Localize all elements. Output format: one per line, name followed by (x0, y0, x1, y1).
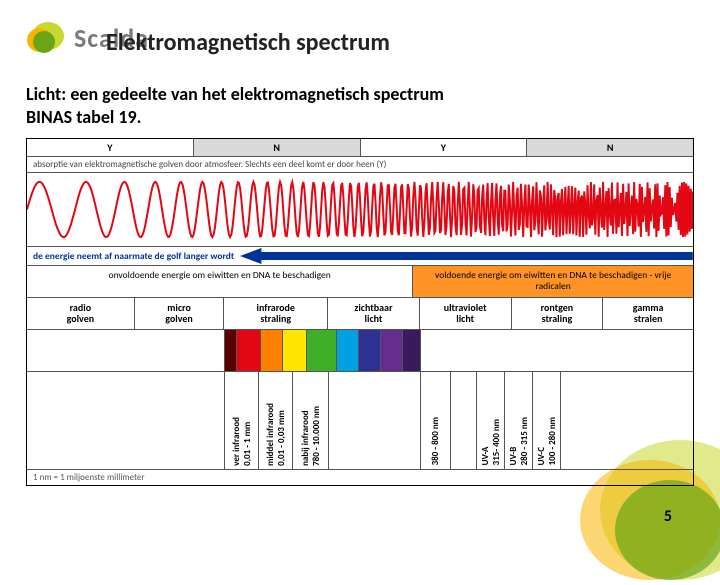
detail-col: ver infrarood0,01 - 1 mm (225, 372, 259, 469)
detail-label: UV-C100 - 280 nm (535, 414, 559, 468)
spectrum-diagram: Y N Y N absorptie van elektromagnetische… (26, 138, 694, 486)
damage-low: onvoldoende energie om eiwitten en DNA t… (27, 266, 413, 297)
color-segment (359, 330, 381, 371)
detail-label: nabij infrarood780 - 10.000 nm (299, 403, 323, 469)
color-pad (27, 330, 225, 371)
color-segment (261, 330, 283, 371)
damage-row: onvoldoende energie om eiwitten en DNA t… (27, 266, 693, 298)
detail-label: ver infrarood0,01 - 1 mm (230, 414, 254, 469)
yn-cell: Y (361, 139, 528, 157)
band-label: rontgenstraling (512, 298, 604, 329)
subtitle-line-2: BINAS tabel 19. (26, 106, 141, 128)
yn-cell: Y (27, 139, 194, 157)
color-segment (337, 330, 359, 371)
band-label: zichtbaarlicht (328, 298, 420, 329)
color-segment (403, 330, 421, 371)
detail-col: 380 - 800 nm (421, 372, 451, 469)
color-segment (225, 330, 237, 371)
slide-subtitle: Licht: een gedeelte van het elektromagne… (26, 83, 694, 128)
color-pad (421, 330, 693, 371)
details-row: ver infrarood0,01 - 1 mm middel infrarood… (27, 372, 693, 470)
band-label: gammastralen (603, 298, 693, 329)
footer-note: 1 nm = 1 miljoenste millimeter (27, 470, 693, 485)
slide-title: Elektromagnetisch spectrum (106, 28, 694, 57)
band-label: radiogolven (27, 298, 135, 329)
band-label: ultravioletlicht (420, 298, 512, 329)
yn-row: Y N Y N (27, 139, 693, 157)
damage-high: voldoende energie om eiwitten en DNA te … (413, 266, 693, 297)
absorption-caption: absorptie van elektromagnetische golven … (27, 157, 693, 173)
subtitle-line-1: Licht: een gedeelte van het elektromagne… (26, 83, 444, 105)
color-segment (307, 330, 337, 371)
color-segment (381, 330, 403, 371)
color-segment (283, 330, 307, 371)
band-label: infrarodestraling (224, 298, 328, 329)
energy-label: de energie neemt af naarmate de golf lan… (27, 248, 240, 264)
logo-icon (26, 18, 66, 58)
wave-plot (27, 173, 693, 247)
yn-cell: N (527, 139, 693, 157)
color-segment (237, 330, 261, 371)
detail-label: UV-B280 - 315 nm (507, 414, 531, 468)
energy-arrow-row: de energie neemt af naarmate de golf lan… (27, 247, 693, 266)
arrow-icon (240, 247, 693, 265)
detail-pad (561, 372, 693, 469)
detail-label: middel infrarood0,01 - 0,03 mm (264, 400, 288, 469)
detail-col: nabij infrarood780 - 10.000 nm (293, 372, 329, 469)
detail-pad (27, 372, 225, 469)
detail-col (451, 372, 477, 469)
detail-col: middel infrarood0,01 - 0,03 mm (259, 372, 293, 469)
detail-col (329, 372, 421, 469)
detail-col: UV-B280 - 315 nm (505, 372, 533, 469)
bands-row: radiogolvenmicrogolveninfrarodestralingz… (27, 298, 693, 330)
page-number: 5 (664, 507, 672, 526)
detail-label: UV-A315- 400 nm (479, 416, 503, 468)
detail-col: UV-C100 - 280 nm (533, 372, 561, 469)
detail-label: 380 - 800 nm (429, 414, 442, 468)
yn-cell: N (194, 139, 361, 157)
band-label: microgolven (135, 298, 225, 329)
detail-col: UV-A315- 400 nm (477, 372, 505, 469)
visible-colors-row (27, 330, 693, 372)
